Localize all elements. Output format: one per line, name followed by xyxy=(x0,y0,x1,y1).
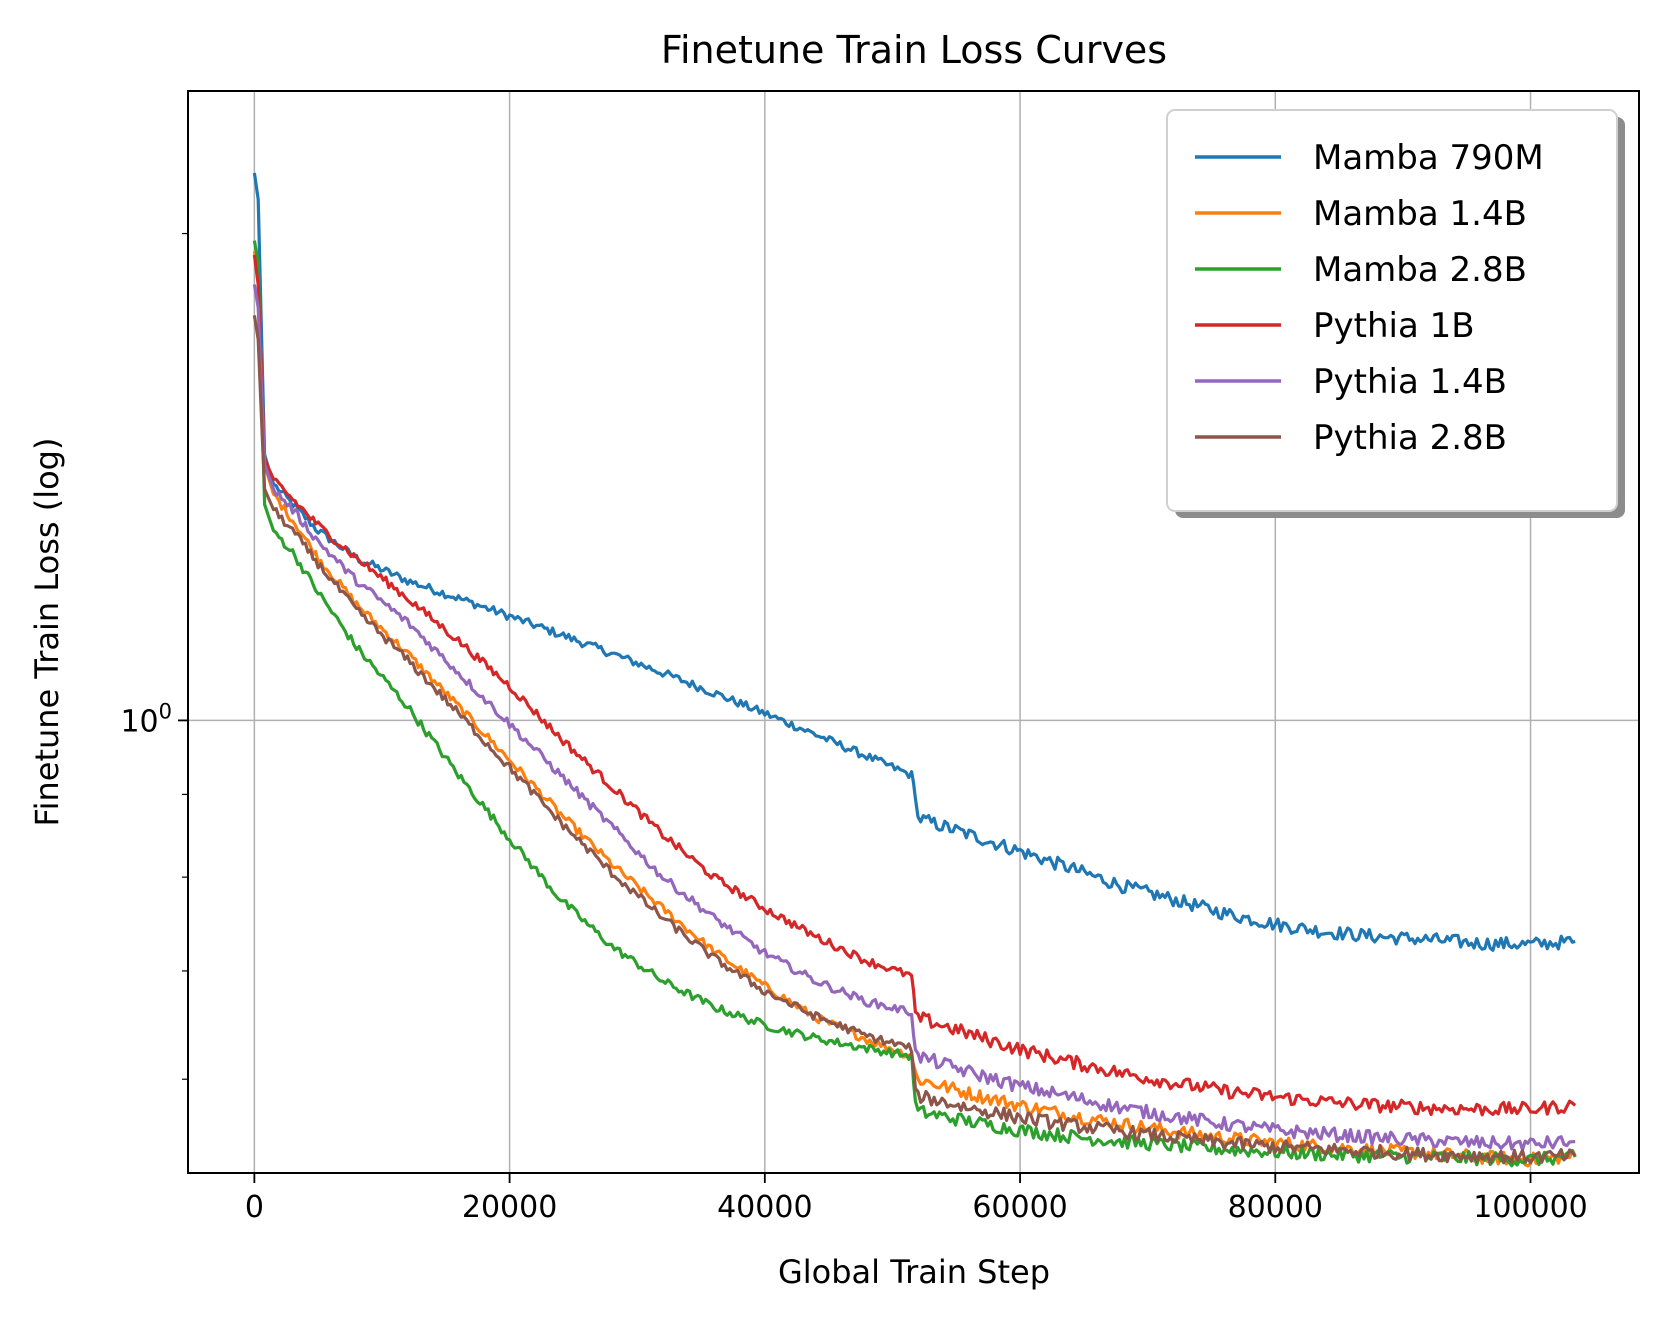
series-line-4 xyxy=(252,284,1576,1152)
plot-frame xyxy=(187,90,1640,1174)
x-tick-label: 80000 xyxy=(1228,1190,1323,1225)
series-line-3 xyxy=(252,254,1577,1117)
legend-label: Pythia 1.4B xyxy=(1313,362,1507,402)
legend-label: Pythia 1B xyxy=(1313,306,1475,346)
legend-label: Mamba 2.8B xyxy=(1313,250,1527,290)
legend: Mamba 790M Mamba 1.4B Mamba 2.8B Pythia 1B P… xyxy=(1166,109,1625,518)
x-tick-label: 0 xyxy=(245,1190,264,1225)
legend-entries: Mamba 790M Mamba 1.4B Mamba 2.8B Pythia 1B P… xyxy=(1195,138,1544,458)
series-line-5 xyxy=(252,315,1577,1165)
y-tick-label: 100 xyxy=(120,699,172,739)
x-tick-label: 20000 xyxy=(462,1190,557,1225)
tick-layer: 0 20000 40000 60000 80000 100000 100 xyxy=(120,232,1588,1225)
series-layer xyxy=(252,172,1577,1168)
legend-label: Pythia 2.8B xyxy=(1313,418,1507,458)
grid-layer xyxy=(188,91,1639,1173)
legend-label: Mamba 790M xyxy=(1313,138,1544,178)
legend-label: Mamba 1.4B xyxy=(1313,194,1527,234)
x-axis-label: Global Train Step xyxy=(778,1253,1050,1291)
legend-box xyxy=(1166,109,1618,512)
series-line-0 xyxy=(252,172,1576,952)
x-tick-label: 100000 xyxy=(1473,1190,1588,1225)
x-tick-label: 40000 xyxy=(717,1190,812,1225)
x-tick-label: 60000 xyxy=(972,1190,1067,1225)
chart-title: Finetune Train Loss Curves xyxy=(661,28,1167,72)
y-axis-label: Finetune Train Loss (log) xyxy=(28,438,66,827)
